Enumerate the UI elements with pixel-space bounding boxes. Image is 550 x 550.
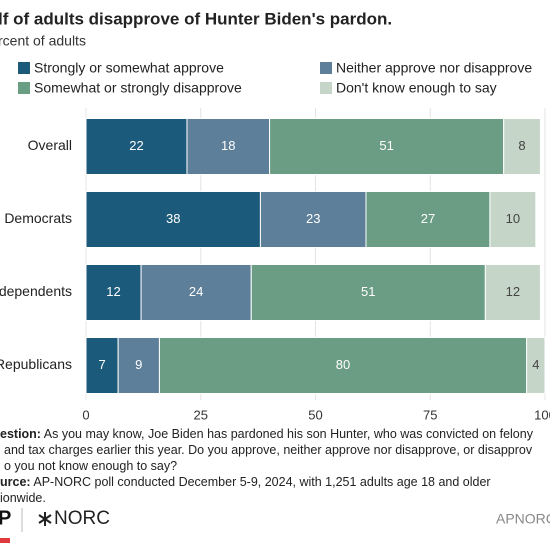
- legend-swatch: [320, 82, 332, 94]
- x-tick-label: 100: [534, 407, 550, 420]
- bar-segment: [269, 118, 505, 175]
- value-label: 23: [306, 211, 320, 226]
- footer: P NORC APNORC.: [0, 507, 550, 543]
- bar-segment: [259, 191, 367, 248]
- question-text: o you not know enough to say?: [4, 459, 178, 473]
- bar-segment: [250, 264, 486, 321]
- legend-label: Neither approve nor disapprove: [336, 60, 532, 76]
- source-label: urce:: [0, 475, 31, 489]
- legend-label: Don't know enough to say: [336, 80, 497, 96]
- value-label: 8: [518, 138, 525, 153]
- value-label: 12: [506, 284, 520, 299]
- logo-ap: P: [0, 507, 11, 529]
- logo-bar: [0, 538, 10, 543]
- chart: lf of adults disapprove of Hunter Biden'…: [0, 9, 550, 420]
- value-label: 51: [379, 138, 393, 153]
- bar-segment: [85, 337, 119, 394]
- x-tick-label: 50: [308, 407, 322, 420]
- value-label: 80: [336, 357, 350, 372]
- bar-segment: [526, 337, 546, 394]
- source-line: ionwide.: [0, 490, 46, 506]
- bar-segment: [85, 118, 188, 175]
- value-label: 38: [166, 211, 180, 226]
- value-label: 9: [135, 357, 142, 372]
- value-label: 7: [98, 357, 105, 372]
- bar-segment: [365, 191, 491, 248]
- value-label: 12: [106, 284, 120, 299]
- question-line: o you not know enough to say?: [4, 458, 177, 474]
- chart-subtitle: rcent of adults: [0, 33, 86, 49]
- question-line: and tax charges earlier this year. Do yo…: [4, 442, 532, 458]
- value-label: 51: [361, 284, 375, 299]
- legend-swatch: [18, 62, 30, 74]
- value-label: 22: [129, 138, 143, 153]
- source-text: ionwide.: [0, 491, 46, 505]
- logo-norc: NORC: [54, 508, 110, 529]
- legend-swatch: [18, 82, 30, 94]
- x-tick-label: 0: [82, 407, 89, 420]
- bar-segment: [158, 337, 528, 394]
- bar-segment: [186, 118, 271, 175]
- site: APNORC.: [496, 511, 550, 527]
- category-label: Overall: [28, 137, 72, 153]
- x-tick-label: 25: [194, 407, 208, 420]
- bar-segment: [85, 264, 142, 321]
- question-line: estion: As you may know, Joe Biden has p…: [0, 426, 533, 442]
- legend-label: Strongly or somewhat approve: [34, 60, 224, 76]
- chart-title: lf of adults disapprove of Hunter Biden'…: [0, 9, 392, 28]
- question-text: and tax charges earlier this year. Do yo…: [4, 443, 533, 457]
- value-label: 27: [421, 211, 435, 226]
- value-label: 4: [532, 357, 539, 372]
- source-text: AP-NORC poll conducted December 5-9, 202…: [33, 475, 491, 489]
- category-label: dependents: [0, 283, 72, 299]
- legend-swatch: [320, 62, 332, 74]
- bar-segment: [489, 191, 537, 248]
- bar-segment: [484, 264, 541, 321]
- value-label: 18: [221, 138, 235, 153]
- legend-label: Somewhat or strongly disapprove: [34, 80, 242, 96]
- category-label: Republicans: [0, 356, 72, 372]
- bar-segment: [85, 191, 261, 248]
- source-line: urce: AP-NORC poll conducted December 5-…: [0, 474, 491, 490]
- value-label: 24: [189, 284, 203, 299]
- category-label: Democrats: [4, 210, 72, 226]
- bar-segment: [503, 118, 541, 175]
- question-label: estion:: [0, 427, 41, 441]
- bar-segment: [140, 264, 252, 321]
- question-text: As you may know, Joe Biden has pardoned …: [43, 427, 533, 441]
- logo-asterisk: [38, 512, 52, 526]
- x-tick-label: 75: [423, 407, 437, 420]
- value-label: 10: [506, 211, 520, 226]
